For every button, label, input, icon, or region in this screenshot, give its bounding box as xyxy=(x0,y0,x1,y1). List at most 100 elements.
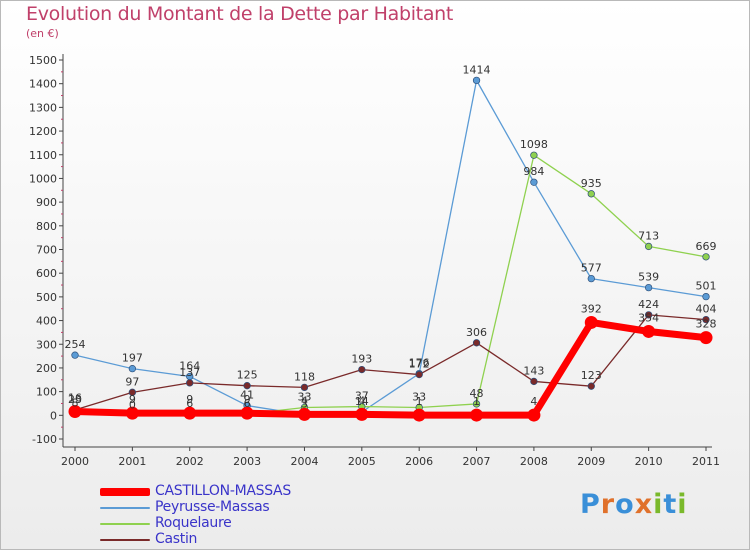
data-label: 4 xyxy=(358,394,365,407)
data-label: 328 xyxy=(696,318,717,331)
legend-swatch xyxy=(100,507,150,509)
data-point xyxy=(530,377,538,386)
y-tick-label: -100 xyxy=(32,433,57,446)
data-point xyxy=(71,351,79,359)
y-tick-label: 1200 xyxy=(29,125,57,138)
data-label: 424 xyxy=(638,298,659,311)
data-label: 3 xyxy=(301,398,308,411)
legend-label: Roquelaure xyxy=(155,515,232,531)
y-tick-label: 900 xyxy=(36,196,57,209)
data-label: 23 xyxy=(68,393,82,406)
data-label: 404 xyxy=(696,303,717,316)
logo-letter: x xyxy=(634,489,654,520)
data-label: 14 xyxy=(355,395,369,408)
data-label: 539 xyxy=(638,271,659,284)
data-point xyxy=(470,408,484,422)
data-label: 669 xyxy=(696,240,717,253)
data-point xyxy=(128,364,137,373)
data-point xyxy=(186,379,194,387)
data-label: 37 xyxy=(355,390,369,403)
series-line-castillon-massas xyxy=(71,318,710,419)
data-label: 1098 xyxy=(520,138,548,151)
data-label: 9 xyxy=(129,393,136,406)
data-label: 164 xyxy=(179,359,200,372)
data-label: 118 xyxy=(294,370,315,383)
data-point xyxy=(297,407,311,421)
logo-letter: o xyxy=(615,489,635,520)
data-point xyxy=(702,253,710,261)
data-point xyxy=(183,406,197,420)
y-tick-label: 700 xyxy=(36,244,57,257)
data-label: 4 xyxy=(530,395,537,408)
y-tick-label: 1400 xyxy=(29,78,57,91)
chart-title: Evolution du Montant de la Dette par Hab… xyxy=(26,3,454,25)
y-tick-label: 100 xyxy=(36,386,57,399)
data-point xyxy=(644,311,653,319)
data-label: 123 xyxy=(581,369,602,382)
x-tick-label: 2004 xyxy=(290,455,318,468)
data-point xyxy=(584,315,598,329)
logo-letter: i xyxy=(677,489,688,520)
data-label: 33 xyxy=(297,390,311,403)
data-point xyxy=(527,408,541,422)
x-tick-label: 2009 xyxy=(577,455,605,468)
y-tick-label: 400 xyxy=(36,315,57,328)
data-label: 172 xyxy=(409,358,430,371)
data-label: 41 xyxy=(240,389,254,402)
legend-label: Castin xyxy=(155,531,198,547)
data-label: 577 xyxy=(581,262,602,275)
x-tick-label: 2005 xyxy=(348,455,376,468)
data-label: 984 xyxy=(523,165,544,178)
x-tick-label: 2008 xyxy=(520,455,548,468)
data-label: 1 xyxy=(473,395,480,408)
logo-letter: t xyxy=(663,489,678,520)
data-label: 9 xyxy=(186,393,193,406)
data-point xyxy=(472,76,481,85)
x-tick-label: 2001 xyxy=(118,455,146,468)
data-label: 6 xyxy=(186,397,193,410)
data-label: 4 xyxy=(301,394,308,407)
data-label: 354 xyxy=(638,311,659,324)
data-point xyxy=(300,383,309,392)
data-point xyxy=(240,406,254,420)
data-label: 97 xyxy=(125,375,139,388)
x-tick-label: 2002 xyxy=(176,455,204,468)
series-line-roquelaure xyxy=(74,154,707,416)
data-point xyxy=(243,382,251,390)
data-point xyxy=(472,400,481,408)
y-tick-label: 0 xyxy=(50,409,57,422)
series-line-peyrusse-massas xyxy=(74,79,707,416)
logo-letter: P xyxy=(580,489,601,520)
data-point xyxy=(530,151,538,159)
y-tick-label: 800 xyxy=(36,220,57,233)
data-label: 176 xyxy=(409,357,430,370)
x-tick-label: 2000 xyxy=(61,455,89,468)
logo-letter: r xyxy=(600,489,616,520)
data-label: 254 xyxy=(65,338,86,351)
data-point xyxy=(644,242,653,251)
data-point xyxy=(587,190,595,198)
y-tick-label: 1500 xyxy=(29,54,57,67)
data-label: 306 xyxy=(466,326,487,339)
data-label: 6 xyxy=(244,397,251,410)
chart-subtitle: (en €) xyxy=(26,27,59,40)
x-tick-label: 2011 xyxy=(692,455,720,468)
data-point xyxy=(472,339,481,347)
data-point xyxy=(415,370,423,379)
data-point xyxy=(128,388,137,396)
data-label: 125 xyxy=(237,369,258,382)
legend-swatch xyxy=(100,539,150,541)
y-tick-label: 200 xyxy=(36,362,57,375)
data-point xyxy=(125,406,139,420)
data-label: 0 xyxy=(129,398,136,411)
data-point xyxy=(587,274,595,283)
data-label: 8 xyxy=(72,396,79,409)
x-tick-label: 2006 xyxy=(405,455,433,468)
data-label: 1 xyxy=(416,395,423,408)
data-point xyxy=(355,407,369,421)
data-label: 501 xyxy=(696,280,717,293)
data-point xyxy=(412,408,426,422)
data-label: 193 xyxy=(351,353,372,366)
legend-swatch xyxy=(100,488,150,496)
